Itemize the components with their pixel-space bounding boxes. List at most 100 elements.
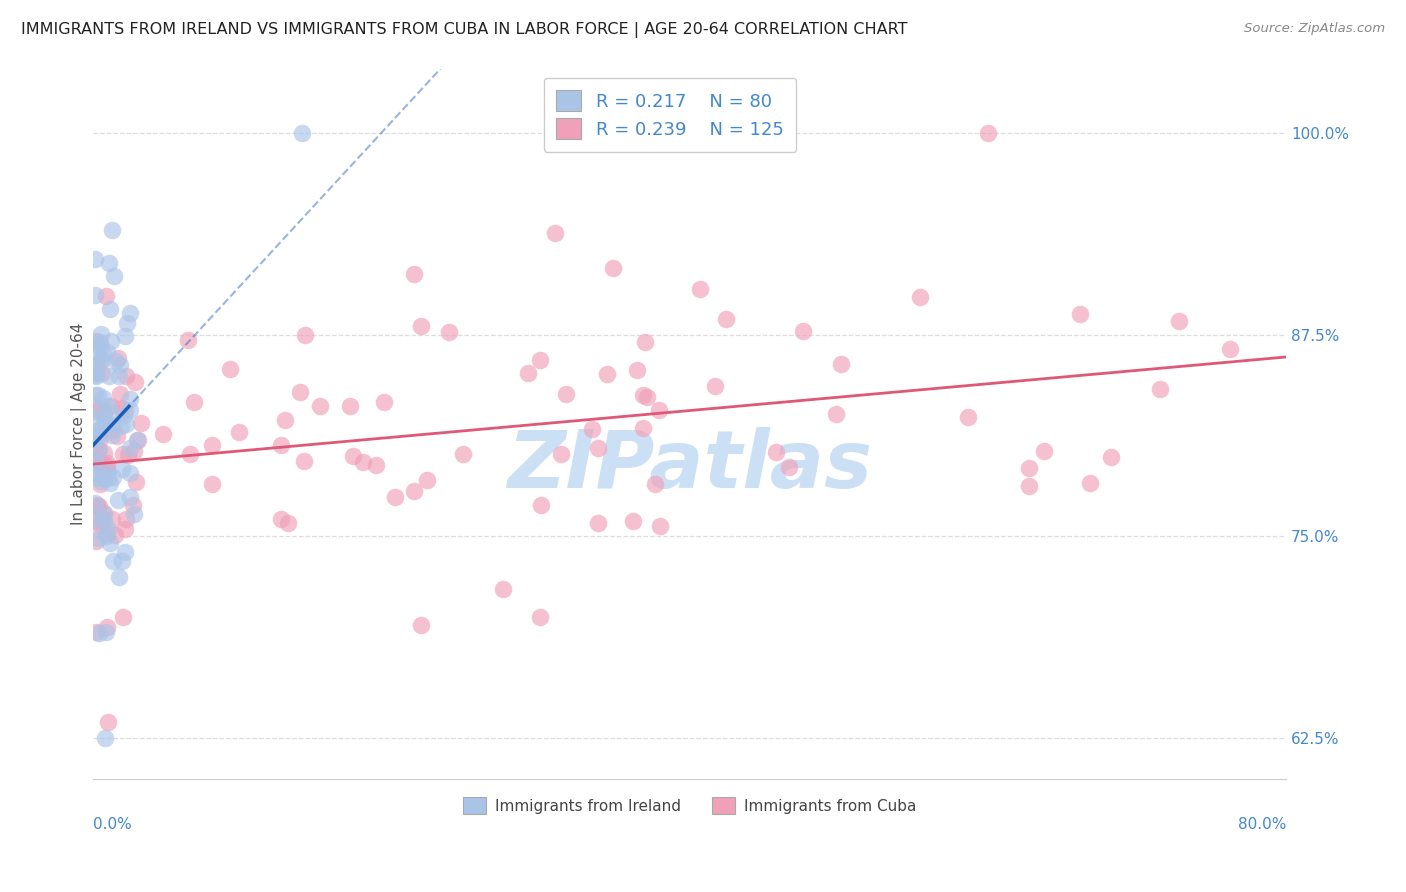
Point: [339, 399, 361, 413]
Point: [111, 462, 134, 476]
Point: [555, 387, 578, 401]
Point: [100, 399, 122, 413]
Point: [89, 518, 111, 533]
Point: [529, 353, 551, 368]
Point: [703, 379, 725, 393]
Point: [101, 417, 124, 432]
Point: [201, 476, 224, 491]
Point: [291, 126, 314, 140]
Point: [84, 465, 107, 479]
Point: [91, 353, 114, 368]
Point: [87, 443, 110, 458]
Point: [364, 458, 387, 472]
Point: [1149, 383, 1171, 397]
Point: [93, 446, 115, 460]
Point: [84, 471, 107, 485]
Point: [114, 522, 136, 536]
Point: [91, 470, 114, 484]
Point: [765, 445, 787, 459]
Point: [1018, 461, 1040, 475]
Point: [277, 516, 299, 530]
Point: [111, 401, 134, 416]
Point: [689, 282, 711, 296]
Point: [86, 428, 108, 442]
Point: [830, 357, 852, 371]
Point: [96, 464, 118, 478]
Point: [87, 453, 110, 467]
Point: [93, 507, 115, 521]
Point: [125, 475, 148, 490]
Point: [111, 448, 134, 462]
Point: [96, 526, 118, 541]
Point: [115, 369, 138, 384]
Point: [86, 498, 108, 512]
Point: [97, 522, 120, 536]
Point: [84, 534, 107, 549]
Point: [270, 512, 292, 526]
Point: [96, 344, 118, 359]
Point: [294, 328, 316, 343]
Point: [122, 444, 145, 458]
Point: [83, 512, 105, 526]
Point: [84, 368, 107, 383]
Point: [218, 362, 240, 376]
Point: [97, 714, 120, 729]
Point: [84, 624, 107, 639]
Point: [101, 512, 124, 526]
Point: [98, 301, 121, 316]
Point: [633, 421, 655, 435]
Point: [1219, 342, 1241, 356]
Point: [89, 338, 111, 352]
Point: [602, 260, 624, 275]
Point: [86, 514, 108, 528]
Text: 80.0%: 80.0%: [1237, 817, 1286, 832]
Point: [402, 484, 425, 499]
Point: [114, 545, 136, 559]
Text: 0.0%: 0.0%: [93, 817, 132, 832]
Point: [352, 455, 374, 469]
Point: [273, 413, 295, 427]
Point: [120, 490, 142, 504]
Point: [87, 626, 110, 640]
Point: [89, 460, 111, 475]
Point: [124, 375, 146, 389]
Point: [633, 335, 655, 350]
Point: [93, 506, 115, 520]
Point: [107, 493, 129, 508]
Point: [87, 499, 110, 513]
Point: [94, 417, 117, 431]
Point: [115, 512, 138, 526]
Point: [84, 437, 107, 451]
Point: [117, 448, 139, 462]
Point: [342, 449, 364, 463]
Point: [93, 470, 115, 484]
Point: [90, 352, 112, 367]
Point: [1078, 476, 1101, 491]
Point: [288, 384, 311, 399]
Point: [98, 536, 121, 550]
Point: [201, 438, 224, 452]
Point: [90, 405, 112, 419]
Point: [83, 252, 105, 266]
Point: [93, 512, 115, 526]
Point: [98, 368, 121, 383]
Point: [122, 498, 145, 512]
Point: [183, 394, 205, 409]
Point: [451, 447, 474, 461]
Point: [96, 620, 118, 634]
Point: [550, 447, 572, 461]
Point: [792, 325, 814, 339]
Point: [97, 399, 120, 413]
Text: Source: ZipAtlas.com: Source: ZipAtlas.com: [1244, 22, 1385, 36]
Point: [152, 427, 174, 442]
Point: [94, 465, 117, 479]
Point: [104, 528, 127, 542]
Point: [96, 458, 118, 473]
Point: [114, 329, 136, 343]
Point: [97, 256, 120, 270]
Point: [516, 366, 538, 380]
Point: [404, 267, 426, 281]
Point: [94, 288, 117, 302]
Point: [105, 428, 128, 442]
Point: [120, 403, 142, 417]
